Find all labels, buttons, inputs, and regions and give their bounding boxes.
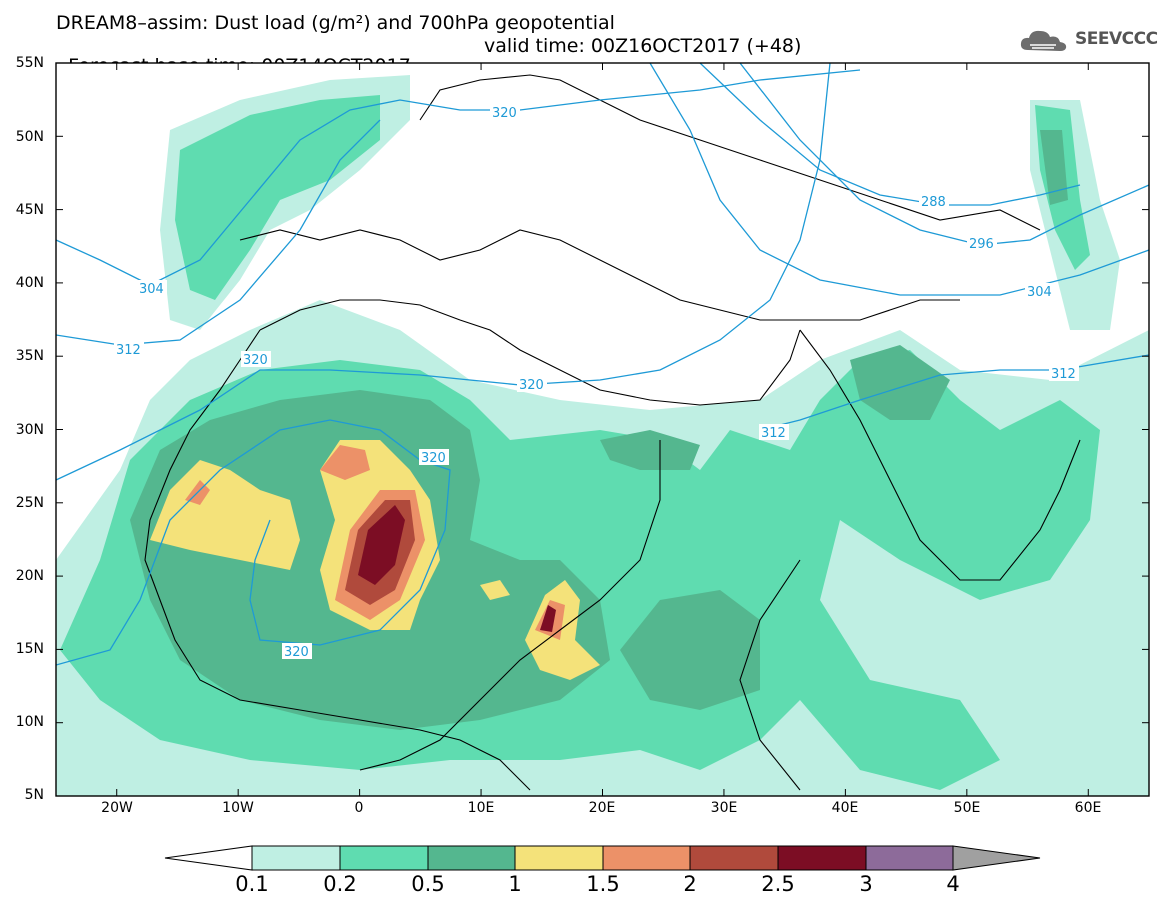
dust-area-2.5 bbox=[358, 505, 405, 585]
colorbar-swatch bbox=[251, 845, 341, 871]
colorbar-swatch bbox=[602, 845, 691, 871]
lat-label: 35N bbox=[15, 348, 44, 364]
lat-label: 10N bbox=[15, 714, 44, 730]
colorbar-label: 3 bbox=[859, 872, 873, 896]
dust-area-2.5 bbox=[540, 605, 556, 632]
lon-label: 30E bbox=[710, 800, 738, 816]
colorbar-swatch bbox=[427, 845, 516, 871]
colorbar-label: 0.1 bbox=[235, 872, 269, 896]
colorbar-label: 2.5 bbox=[761, 872, 795, 896]
contour-label: 312 bbox=[116, 343, 141, 358]
contour-label: 320 bbox=[492, 106, 517, 121]
colorbar-label: 0.5 bbox=[411, 872, 445, 896]
lat-label: 20N bbox=[15, 568, 44, 584]
lon-label: 0 bbox=[354, 800, 364, 816]
lon-label: 20W bbox=[101, 800, 133, 816]
dust-area-0.5 bbox=[600, 430, 700, 470]
contour-label: 304 bbox=[1027, 285, 1052, 300]
contour-label: 320 bbox=[284, 645, 309, 660]
contour-label: 296 bbox=[969, 237, 994, 252]
colorbar-label: 2 bbox=[683, 872, 697, 896]
contour-label: 320 bbox=[421, 451, 446, 466]
lat-label: 40N bbox=[15, 275, 44, 291]
dust-area-0.5 bbox=[1040, 130, 1068, 205]
dust-area-1.5 bbox=[320, 445, 370, 480]
coastlines bbox=[144, 74, 1081, 791]
lat-label: 5N bbox=[24, 787, 44, 803]
colorbar-swatch bbox=[777, 845, 867, 871]
lon-label: 60E bbox=[1074, 800, 1102, 816]
map-title: DREAM8–assim: Dust load (g/m²) and 700hP… bbox=[56, 12, 615, 34]
dust-area-1 bbox=[480, 580, 510, 600]
contour-label-group: 320 304 312 320 320 320 320 288 296 304 … bbox=[114, 104, 1079, 660]
colorbar-label: 1 bbox=[508, 872, 522, 896]
dust-area-0.5 bbox=[620, 590, 760, 710]
lat-label: 30N bbox=[15, 422, 44, 438]
contour-label: 312 bbox=[1051, 367, 1076, 382]
logo-text: SEEVCCC bbox=[1075, 29, 1158, 49]
colorbar-high-arrow bbox=[952, 845, 1041, 871]
colorbar-low-arrow bbox=[164, 845, 253, 871]
lon-label: 50E bbox=[953, 800, 981, 816]
colorbar-swatch bbox=[339, 845, 429, 871]
lat-label: 55N bbox=[15, 55, 44, 71]
dust-fields bbox=[56, 75, 1149, 796]
colorbar-label: 1.5 bbox=[586, 872, 620, 896]
contour-label: 288 bbox=[921, 195, 946, 210]
contour-label: 320 bbox=[519, 378, 544, 393]
colorbar-swatch bbox=[689, 845, 779, 871]
colorbar bbox=[164, 845, 1041, 871]
geopotential-contours bbox=[56, 63, 1149, 666]
colorbar-swatch bbox=[865, 845, 954, 871]
seevccc-logo: SEEVCCC bbox=[1018, 26, 1158, 56]
dust-area-1 bbox=[150, 460, 300, 570]
axis-ticks bbox=[56, 62, 1149, 797]
colorbar-label: 0.2 bbox=[323, 872, 357, 896]
colorbar-swatch bbox=[514, 845, 604, 871]
lon-label: 20E bbox=[588, 800, 616, 816]
lon-label: 10E bbox=[467, 800, 495, 816]
contour-label: 320 bbox=[243, 353, 268, 368]
valid-time: valid time: 00Z16OCT2017 (+48) bbox=[484, 35, 802, 57]
contour-label: 312 bbox=[761, 426, 786, 441]
cloud-icon bbox=[1020, 30, 1067, 51]
colorbar-label: 4 bbox=[946, 872, 960, 896]
lat-label: 50N bbox=[15, 129, 44, 145]
lon-label: 40E bbox=[831, 800, 859, 816]
contour-label: 304 bbox=[139, 282, 164, 297]
lat-label: 25N bbox=[15, 495, 44, 511]
dust-area-0.5 bbox=[850, 345, 950, 420]
dust-area-0.2 bbox=[175, 95, 380, 300]
dust-area-1 bbox=[525, 580, 600, 680]
lat-label: 45N bbox=[15, 202, 44, 218]
lon-label: 10W bbox=[222, 800, 254, 816]
lat-label: 15N bbox=[15, 641, 44, 657]
